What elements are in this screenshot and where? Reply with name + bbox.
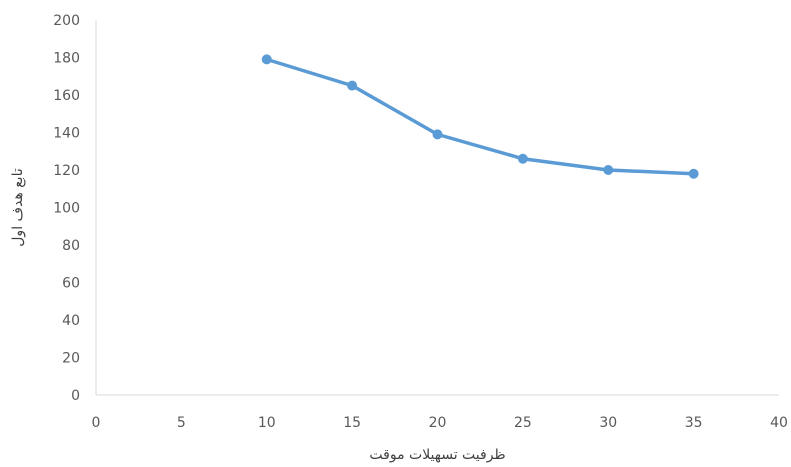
y-tick-label: 60 [62, 276, 80, 292]
y-tick-label: 80 [62, 238, 80, 254]
x-tick-label: 15 [343, 415, 361, 431]
x-tick-label: 10 [258, 415, 276, 431]
series-line [265, 57, 696, 176]
x-tick-label: 35 [685, 415, 703, 431]
y-tick-label: 0 [71, 388, 80, 404]
y-tick-label: 200 [53, 13, 80, 29]
y-tick-label: 40 [62, 313, 80, 329]
data-point [688, 168, 699, 179]
x-tick-labels: 0 5 10 15 20 25 30 35 40 [92, 415, 788, 431]
series-group [261, 54, 699, 179]
data-point [347, 80, 358, 91]
y-tick-labels: 0 20 40 60 80 100 120 140 160 180 200 [53, 13, 80, 404]
y-tick-label: 160 [53, 88, 80, 104]
y-tick-label: 20 [62, 351, 80, 367]
y-tick-label: 180 [53, 51, 80, 67]
x-tick-label: 40 [770, 415, 788, 431]
x-tick-label: 30 [599, 415, 617, 431]
data-point [517, 153, 528, 164]
y-axis-title: تابع هدف اول [10, 168, 26, 247]
y-tick-label: 120 [53, 163, 80, 179]
x-axis-title: ظرفیت تسهیلات موقت [369, 447, 505, 463]
x-tick-label: 0 [92, 415, 101, 431]
x-tick-label: 20 [429, 415, 447, 431]
x-tick-label: 5 [177, 415, 186, 431]
x-tick-label: 25 [514, 415, 532, 431]
y-tick-label: 140 [53, 126, 80, 142]
y-tick-label: 100 [53, 201, 80, 217]
data-point [603, 165, 614, 175]
axes [95, 20, 779, 396]
data-point [432, 129, 443, 140]
data-point [261, 54, 272, 65]
